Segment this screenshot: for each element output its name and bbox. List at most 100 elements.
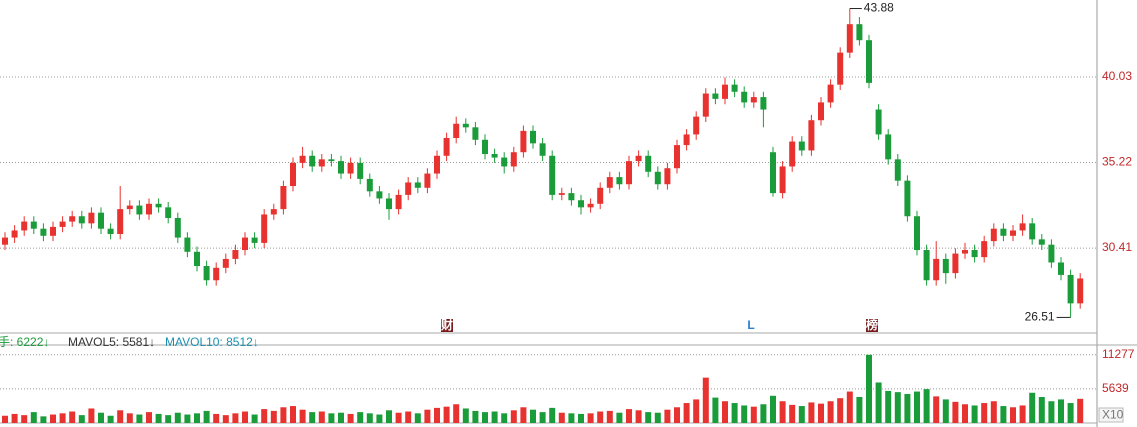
volume-bar [510, 410, 517, 423]
candle-body [405, 182, 412, 195]
volume-bar [568, 413, 575, 423]
volume-bar [376, 414, 383, 423]
candle-body [530, 130, 536, 144]
volume-bar [731, 403, 738, 423]
volume-bar [971, 405, 978, 423]
candle-body [702, 93, 709, 117]
y-tick-label: 5639 [1102, 381, 1129, 395]
candle-body [107, 228, 114, 235]
volume-bar [424, 409, 431, 423]
volume-bar [933, 396, 940, 423]
candle-body [59, 221, 66, 227]
y-tick-label: 30.41 [1102, 240, 1132, 254]
volume-bar [443, 406, 450, 423]
candle-body [760, 97, 767, 110]
candle-body [635, 155, 642, 162]
volume-bar [597, 411, 604, 423]
volume-bar [347, 413, 354, 423]
candle-body [539, 143, 546, 156]
candle-body [251, 237, 258, 243]
volume-bar [654, 412, 661, 423]
volume-bar [923, 389, 930, 423]
candle-body [798, 141, 805, 151]
volume-bar [587, 413, 594, 423]
candle-body [376, 191, 383, 199]
volume-bar [664, 409, 671, 423]
volume-bar [318, 411, 325, 423]
candle-body [664, 168, 671, 185]
volume-bar [2, 415, 8, 423]
candle-body [174, 218, 181, 238]
candle-body [117, 209, 124, 235]
volume-bar [453, 404, 460, 423]
candle-body [837, 52, 844, 85]
volume-bar [1048, 401, 1055, 423]
candle-body [491, 153, 498, 158]
candle-body [222, 258, 229, 268]
candle-body [357, 162, 364, 179]
volume-bar [741, 405, 748, 423]
candle-body [914, 216, 920, 251]
event-marker-bg [441, 319, 453, 332]
candle-body [501, 157, 508, 167]
volume-bar [894, 392, 901, 423]
volume-bar [194, 413, 200, 423]
y-tick-label: 11277 [1102, 347, 1135, 361]
candle-body [395, 194, 402, 210]
candle-body [779, 166, 786, 194]
volume-bar [952, 401, 959, 423]
volume-bar [606, 410, 613, 423]
candle-body [328, 159, 335, 162]
volume-bar [165, 415, 172, 423]
event-marker: L [747, 318, 754, 332]
candle-body [885, 134, 892, 160]
candle-body [11, 230, 18, 238]
candle-body [318, 159, 325, 167]
volume-bar [760, 404, 767, 423]
candle-body [232, 250, 239, 259]
candle-body [770, 152, 776, 194]
candle-body [443, 137, 450, 156]
candle-body [1019, 223, 1026, 231]
candle-body [424, 173, 431, 188]
candle-body [808, 120, 815, 151]
candle-body [712, 93, 719, 99]
volume-bar [174, 412, 181, 423]
candle-body [856, 24, 863, 41]
candle-body [242, 237, 248, 251]
candle-body [136, 205, 143, 215]
candle-body [338, 161, 344, 174]
volume-bar [78, 415, 85, 423]
candle-body [683, 134, 690, 146]
candle-body [280, 186, 287, 210]
volume-bar [885, 390, 892, 423]
candle-body [1048, 244, 1055, 263]
unit-box [1098, 407, 1124, 423]
volume-bar [462, 408, 469, 423]
volume-bar [962, 404, 968, 423]
volume-bar [1058, 399, 1064, 423]
volume-bar [520, 407, 527, 423]
volume-legend: MAVOL5: 5581↓ [68, 335, 155, 349]
volume-bar [328, 413, 335, 423]
candle-body [386, 198, 392, 210]
low-label: 26.51 [1025, 310, 1055, 324]
candle-body [366, 178, 373, 192]
volume-bar [750, 406, 757, 423]
volume-bar [386, 410, 392, 423]
volume-bar [693, 399, 700, 423]
volume-bar [1019, 405, 1026, 423]
volume-bar [1000, 406, 1007, 423]
candle-body [40, 228, 47, 236]
candle-body [203, 266, 210, 281]
candle-body [616, 177, 623, 185]
candle-body [942, 258, 949, 274]
volume-bar [1038, 396, 1045, 423]
candle-body [875, 109, 882, 135]
volume-bar [981, 403, 988, 423]
volume-bar [434, 407, 440, 423]
volume-bar [309, 412, 316, 423]
candle-body [1077, 278, 1084, 304]
volume-bar [366, 413, 373, 423]
